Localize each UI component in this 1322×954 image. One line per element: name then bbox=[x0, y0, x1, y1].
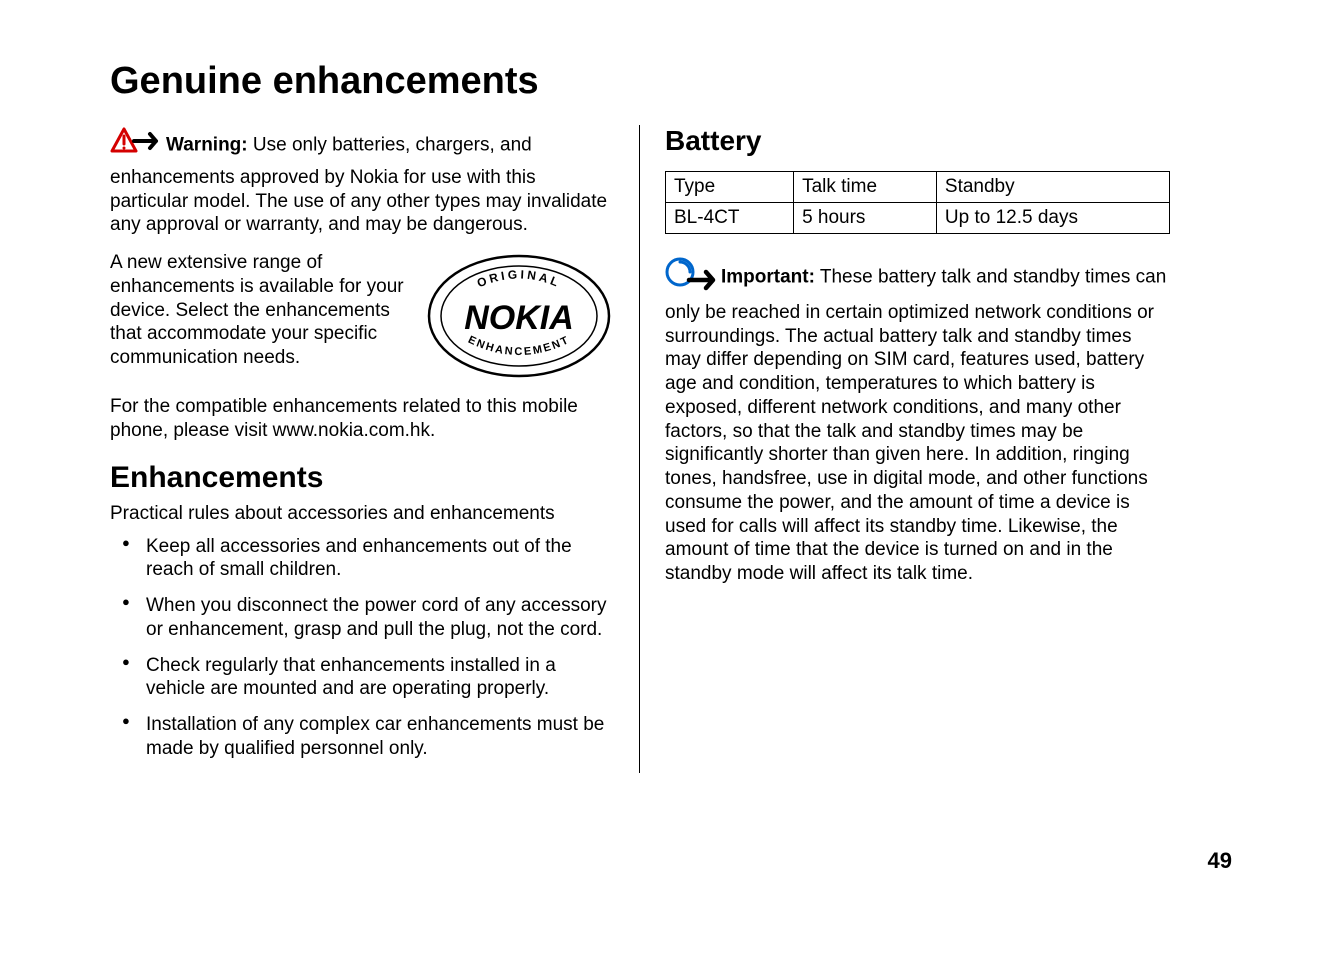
table-cell: Up to 12.5 days bbox=[936, 203, 1169, 234]
two-column-layout: Warning: Use only batteries, chargers, a… bbox=[110, 125, 1232, 773]
table-row: BL-4CT 5 hours Up to 12.5 days bbox=[666, 203, 1170, 234]
table-cell: Standby bbox=[936, 172, 1169, 203]
warning-label: Warning: bbox=[166, 134, 248, 155]
list-item: Keep all accessories and enhancements ou… bbox=[110, 535, 614, 583]
svg-text:ORIGINAL: ORIGINAL bbox=[475, 267, 563, 290]
enhancements-list: Keep all accessories and enhancements ou… bbox=[110, 535, 614, 761]
important-text: These battery talk and standby times can… bbox=[665, 266, 1166, 584]
table-cell: Type bbox=[666, 172, 794, 203]
important-icon bbox=[665, 254, 719, 301]
table-cell: Talk time bbox=[794, 172, 937, 203]
important-block: Important: These battery talk and standb… bbox=[665, 254, 1170, 586]
svg-text:ENHANCEMENT: ENHANCEMENT bbox=[466, 334, 572, 358]
right-column: Battery Type Talk time Standby BL-4CT 5 … bbox=[640, 125, 1170, 773]
important-label: Important: bbox=[721, 266, 815, 287]
enhancements-heading: Enhancements bbox=[110, 461, 614, 495]
list-item: Installation of any complex car enhancem… bbox=[110, 713, 614, 761]
page-number: 49 bbox=[1208, 848, 1232, 874]
svg-text:NOKIA: NOKIA bbox=[464, 299, 574, 337]
warning-icon bbox=[110, 125, 164, 166]
compat-paragraph: For the compatible enhancements related … bbox=[110, 395, 614, 443]
enhancements-subtext: Practical rules about accessories and en… bbox=[110, 503, 614, 525]
list-item: When you disconnect the power cord of an… bbox=[110, 594, 614, 642]
table-cell: 5 hours bbox=[794, 203, 937, 234]
intro-paragraph: A new extensive range of enhancements is… bbox=[110, 251, 404, 370]
list-item: Check regularly that enhancements instal… bbox=[110, 654, 614, 702]
left-column: Warning: Use only batteries, chargers, a… bbox=[110, 125, 640, 773]
table-row: Type Talk time Standby bbox=[666, 172, 1170, 203]
nokia-seal-logo: ORIGINAL NOKIA ENHANCEMENT bbox=[424, 251, 614, 381]
table-cell: BL-4CT bbox=[666, 203, 794, 234]
page-title: Genuine enhancements bbox=[110, 60, 1232, 103]
warning-block: Warning: Use only batteries, chargers, a… bbox=[110, 125, 614, 237]
battery-heading: Battery bbox=[665, 125, 1170, 157]
battery-table: Type Talk time Standby BL-4CT 5 hours Up… bbox=[665, 171, 1170, 234]
intro-row: A new extensive range of enhancements is… bbox=[110, 251, 614, 381]
